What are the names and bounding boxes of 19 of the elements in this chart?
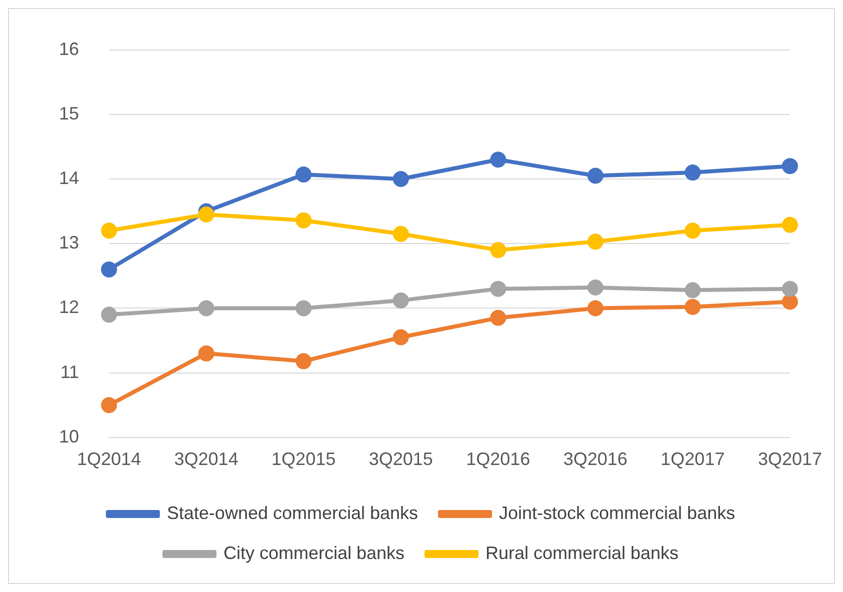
x-tick-label: 1Q2016 [466, 449, 530, 470]
legend-label: State-owned commercial banks [166, 502, 418, 523]
legend-label: City commercial banks [223, 542, 404, 563]
x-tick-label: 3Q2017 [758, 449, 822, 470]
y-tick-label: 11 [60, 362, 80, 382]
x-tick-label: 3Q2016 [563, 449, 628, 470]
legend-label: Joint-stock commercial banks [499, 502, 736, 523]
y-tick-label: 10 [58, 426, 80, 446]
x-tick-label: 3Q2015 [368, 449, 433, 470]
y-tick-label: 12 [58, 297, 80, 318]
y-tick-label: 14 [58, 168, 80, 188]
legend-label: Rural commercial banks [485, 542, 679, 563]
x-tick-label: 3Q2014 [174, 449, 238, 470]
y-tick-label: 13 [58, 232, 80, 253]
x-tick-label: 1Q2014 [76, 449, 142, 470]
x-tick-label: 1Q2015 [272, 449, 336, 470]
y-tick-label: 16 [58, 38, 80, 59]
x-tick-label: 1Q2017 [660, 449, 725, 470]
y-tick-label: 15 [58, 103, 80, 124]
